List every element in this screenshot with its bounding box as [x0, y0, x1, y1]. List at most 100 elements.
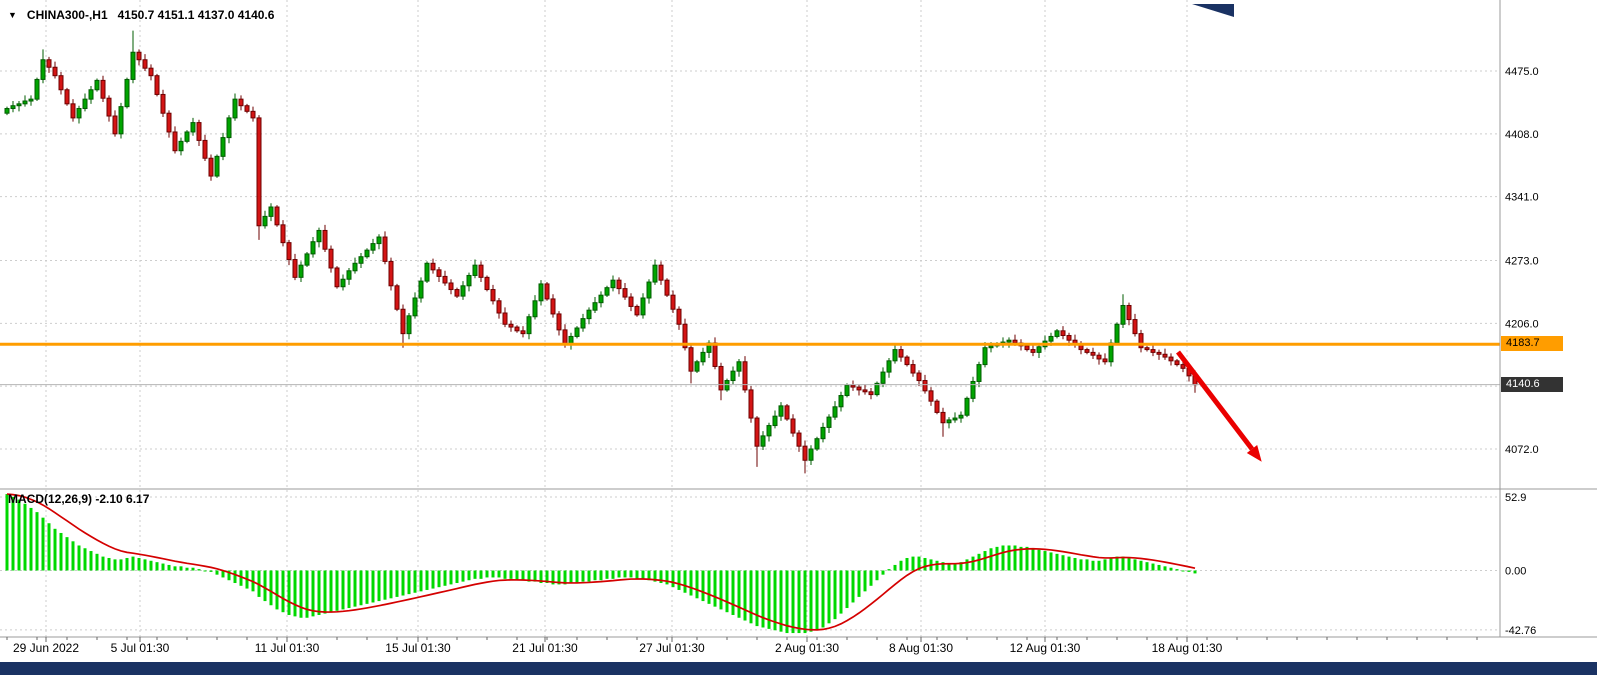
candle-body	[16, 103, 22, 107]
candle-body	[250, 110, 256, 119]
candle-body	[154, 75, 160, 95]
macd-bar	[1169, 567, 1173, 571]
candle-body	[664, 279, 670, 296]
candle-body	[724, 380, 730, 391]
candle-body	[526, 316, 532, 335]
candle-body	[310, 241, 316, 255]
candle-body	[280, 224, 286, 244]
macd-bar	[989, 548, 993, 571]
candle-body	[622, 288, 628, 298]
candle-body	[94, 79, 100, 91]
time-axis-label: 5 Jul 01:30	[111, 641, 170, 655]
chart-header: ▼ CHINA300-,H1 4150.7 4151.1 4137.0 4140…	[8, 8, 274, 22]
candle-body	[298, 264, 304, 278]
macd-bar	[365, 570, 369, 604]
price-axis-label: 4408.0	[1505, 129, 1539, 141]
candle-body	[22, 100, 28, 105]
macd-bar	[605, 570, 609, 579]
candle-body	[406, 315, 412, 335]
candle-body	[136, 51, 142, 61]
macd-bar	[1127, 557, 1131, 571]
macd-bar	[491, 570, 495, 578]
candle-body	[268, 206, 274, 217]
macd-bar	[1061, 555, 1065, 571]
macd-bar	[83, 548, 87, 571]
candle-body	[130, 51, 136, 80]
macd-bar	[233, 570, 237, 584]
macd-bar	[329, 570, 333, 613]
macd-bar	[953, 563, 957, 571]
macd-bar	[1031, 548, 1035, 571]
candle-body	[346, 270, 352, 280]
candle-body	[688, 347, 694, 372]
macd-bar	[923, 557, 927, 571]
trend-arrow-shaft[interactable]	[1176, 350, 1254, 451]
trend-arrow-head[interactable]	[1246, 445, 1262, 462]
candle-body	[880, 371, 886, 384]
macd-bar	[533, 570, 537, 582]
macd-bar	[215, 570, 219, 575]
macd-bar	[317, 570, 321, 615]
macd-axis-label: 52.9	[1505, 492, 1526, 504]
candle-body	[334, 267, 340, 288]
symbol-dropdown-icon[interactable]: ▼	[8, 10, 17, 20]
macd-bar	[1103, 559, 1107, 571]
candle-body	[478, 264, 484, 278]
candle-body	[244, 105, 250, 112]
candle-body	[946, 419, 952, 424]
macd-bar	[323, 570, 327, 614]
macd-bar	[959, 562, 963, 571]
candle-body	[454, 289, 460, 297]
candle-body	[100, 79, 106, 99]
candle-body	[652, 264, 658, 283]
candle-body	[106, 97, 112, 117]
candle-body	[514, 326, 520, 332]
candle-body	[694, 361, 700, 372]
candle-body	[340, 278, 346, 288]
macd-bar	[311, 570, 315, 617]
macd-bar	[581, 570, 585, 582]
macd-bar	[1025, 546, 1029, 571]
macd-bar	[725, 570, 729, 613]
macd-bar	[677, 570, 681, 590]
candle-body	[502, 312, 508, 325]
candle-body	[184, 131, 190, 142]
macd-bar	[113, 559, 117, 571]
macd-bar	[551, 570, 555, 585]
time-axis-label: 11 Jul 01:30	[255, 641, 320, 655]
macd-signal-line	[6, 493, 1196, 631]
candle-body	[712, 342, 718, 367]
macd-bar	[773, 570, 777, 631]
candle-body	[958, 414, 964, 419]
candle-body	[40, 59, 46, 80]
candle-body	[610, 279, 616, 289]
price-axis-label: 4475.0	[1505, 66, 1539, 78]
candle-body	[166, 112, 172, 133]
macd-bar	[179, 566, 183, 571]
macd-bar	[947, 563, 951, 571]
macd-bar	[407, 570, 411, 595]
macd-bar	[833, 570, 837, 620]
macd-bar	[719, 570, 723, 610]
macd-bar	[1067, 556, 1071, 571]
candle-body	[1174, 360, 1180, 366]
candle-body	[670, 294, 676, 310]
macd-bar	[569, 570, 573, 584]
candle-body	[1036, 346, 1042, 353]
candle-body	[796, 432, 802, 447]
macd-bar	[1163, 566, 1167, 571]
candle-body	[766, 425, 772, 437]
macd-bar	[443, 570, 447, 586]
candle-body	[358, 256, 364, 264]
candle-body	[1132, 319, 1138, 335]
grid-layer	[0, 0, 1500, 637]
candle-body	[490, 289, 496, 302]
macd-bar	[713, 570, 717, 607]
candle-body	[760, 435, 766, 447]
candle-body	[922, 380, 928, 392]
candles-layer	[4, 30, 1198, 474]
macd-bar	[353, 570, 357, 607]
candle-body	[394, 285, 400, 310]
macd-bar	[1151, 563, 1155, 571]
